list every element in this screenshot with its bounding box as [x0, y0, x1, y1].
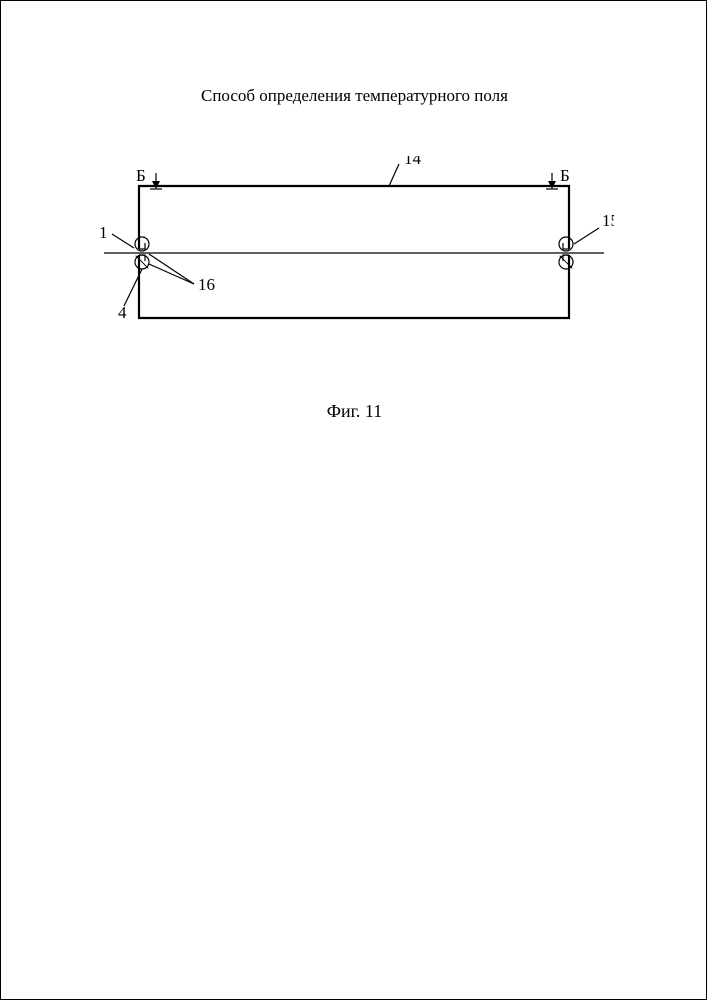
figure-svg: 14151416ББ: [94, 156, 614, 346]
label-section-left: Б: [136, 166, 146, 185]
label-section-right: Б: [560, 166, 570, 185]
label-14: 14: [404, 156, 422, 168]
leader-line: [149, 254, 194, 284]
label-15: 15: [602, 211, 614, 230]
leader-line: [389, 164, 399, 186]
page-title: Способ определения температурного поля: [1, 86, 707, 106]
leader-line: [112, 234, 134, 248]
top-block: [139, 186, 569, 249]
leader-line: [149, 264, 194, 284]
label-16: 16: [198, 275, 215, 294]
label-4: 4: [118, 303, 127, 322]
figure-11: 14151416ББ: [94, 156, 614, 346]
label-1: 1: [99, 223, 108, 242]
page: Способ определения температурного поля 1…: [0, 0, 707, 1000]
leader-line: [574, 228, 599, 244]
figure-caption: Фиг. 11: [1, 401, 707, 422]
